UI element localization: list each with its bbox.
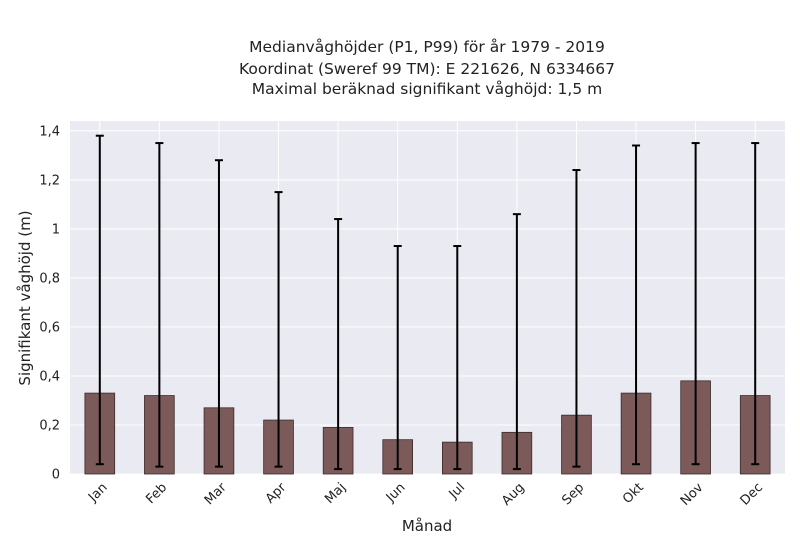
chart-title-line-3: Maximal beräknad signifikant våghöjd: 1,…	[252, 80, 602, 98]
x-tick-label-jul: Jul	[446, 480, 468, 502]
x-tick-label-apr: Apr	[263, 480, 290, 507]
chart-title: Medianvåghöjder (P1, P99) för år 1979 - …	[239, 38, 615, 98]
x-tick-label-maj: Maj	[322, 480, 349, 507]
x-tick-label-mar: Mar	[202, 480, 230, 508]
x-tick-label-jan: Jan	[85, 480, 110, 505]
chart-title-line-2: Koordinat (Sweref 99 TM): E 221626, N 63…	[239, 60, 615, 78]
x-tick-label-sep: Sep	[559, 480, 587, 508]
y-tick-label: 1,2	[39, 173, 60, 188]
x-tick-label-jun: Jun	[383, 480, 409, 506]
y-tick-label: 0	[52, 468, 60, 483]
y-axis-label: Signifikant våghöjd (m)	[16, 210, 34, 385]
y-axis-ticks: 0 0,2 0,4 0,6 0,8 1 1,2 1,4	[39, 124, 60, 482]
x-tick-label-dec: Dec	[738, 480, 766, 508]
x-tick-label-nov: Nov	[678, 480, 707, 509]
x-tick-label-aug: Aug	[499, 480, 528, 509]
y-tick-label: 1,4	[39, 124, 60, 139]
y-tick-label: 0,6	[39, 320, 60, 335]
x-tick-label-okt: Okt	[620, 480, 647, 507]
chart-title-line-1: Medianvåghöjder (P1, P99) för år 1979 - …	[249, 38, 605, 56]
x-tick-label-feb: Feb	[143, 480, 170, 507]
y-tick-label: 1	[52, 222, 60, 237]
y-tick-label: 0,4	[39, 369, 60, 384]
y-tick-label: 0,2	[39, 418, 60, 433]
y-tick-label: 0,8	[39, 271, 60, 286]
x-axis-label: Månad	[402, 517, 452, 535]
plot-area	[70, 121, 785, 474]
error-bars	[95, 134, 760, 471]
x-axis-ticks: Jan Feb Mar Apr Maj Jun Jul Aug Sep Okt Nov Dec	[85, 480, 766, 509]
